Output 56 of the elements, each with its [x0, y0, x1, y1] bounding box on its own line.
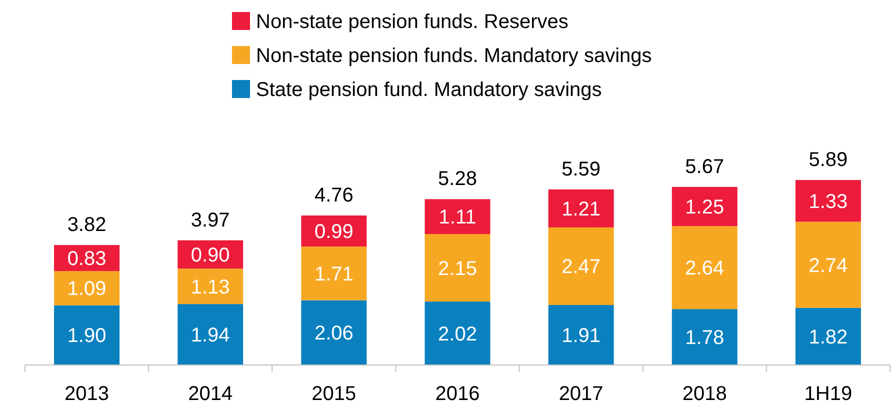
bar: [672, 309, 738, 365]
bar: [178, 268, 244, 304]
data-label: 1.91: [562, 325, 601, 348]
data-label: 1.21: [562, 198, 601, 220]
bar: [548, 227, 614, 306]
bar: [424, 199, 490, 234]
data-label: 2.47: [562, 256, 601, 278]
bar: [672, 186, 738, 226]
legend-label: Non-state pension funds. Mandatory savings: [256, 45, 652, 67]
x-tick-label: 2018: [682, 383, 727, 405]
data-label: 1.78: [685, 327, 724, 350]
total-label: 4.76: [314, 184, 354, 206]
data-label: 2.06: [314, 322, 354, 345]
data-label: 1.82: [808, 326, 848, 348]
x-tick-label: 2015: [312, 383, 356, 405]
data-label: 1.11: [438, 206, 476, 229]
data-label: 2.15: [438, 258, 477, 280]
x-tick-label: 2017: [558, 383, 604, 405]
legend-label: State pension fund. Mandatory savings: [256, 79, 602, 101]
data-label: 0.99: [314, 221, 354, 244]
data-label: 1.13: [190, 276, 230, 298]
bar: [54, 305, 120, 365]
bar: [424, 302, 490, 365]
x-tick-label: 2014: [188, 383, 233, 405]
x-tick-label: 1H19: [804, 383, 852, 405]
data-label: 1.33: [808, 190, 848, 213]
legend-label: Non-state pension funds. Reserves: [256, 11, 568, 33]
total-label: 3.97: [190, 209, 230, 232]
bar: [672, 226, 738, 310]
bar: [54, 271, 120, 306]
x-tick-label: 2013: [64, 383, 110, 405]
total-label: 5.59: [562, 158, 601, 180]
bar: [795, 222, 861, 308]
data-label: 1.09: [67, 278, 106, 300]
data-label: 1.90: [67, 325, 106, 348]
total-label: 5.89: [808, 149, 848, 171]
data-label: 0.83: [67, 248, 106, 270]
bar: [301, 246, 367, 300]
data-label: 2.74: [808, 254, 848, 277]
bar: [424, 234, 490, 302]
bar: [548, 305, 614, 365]
data-label: 2.64: [685, 258, 724, 280]
total-label: 3.82: [67, 214, 106, 236]
total-label: 5.67: [685, 156, 724, 178]
x-tick-label: 2016: [435, 383, 480, 405]
bar: [795, 180, 861, 222]
data-label: 2.02: [438, 323, 477, 346]
data-label: 1.71: [314, 263, 354, 286]
bar: [795, 308, 861, 365]
data-label: 1.94: [190, 324, 230, 347]
bar: [178, 304, 244, 365]
total-label: 5.28: [438, 168, 477, 190]
bar: [301, 300, 367, 365]
bar: [548, 189, 614, 228]
data-label: 1.25: [685, 196, 724, 219]
data-label: 0.90: [190, 244, 230, 266]
